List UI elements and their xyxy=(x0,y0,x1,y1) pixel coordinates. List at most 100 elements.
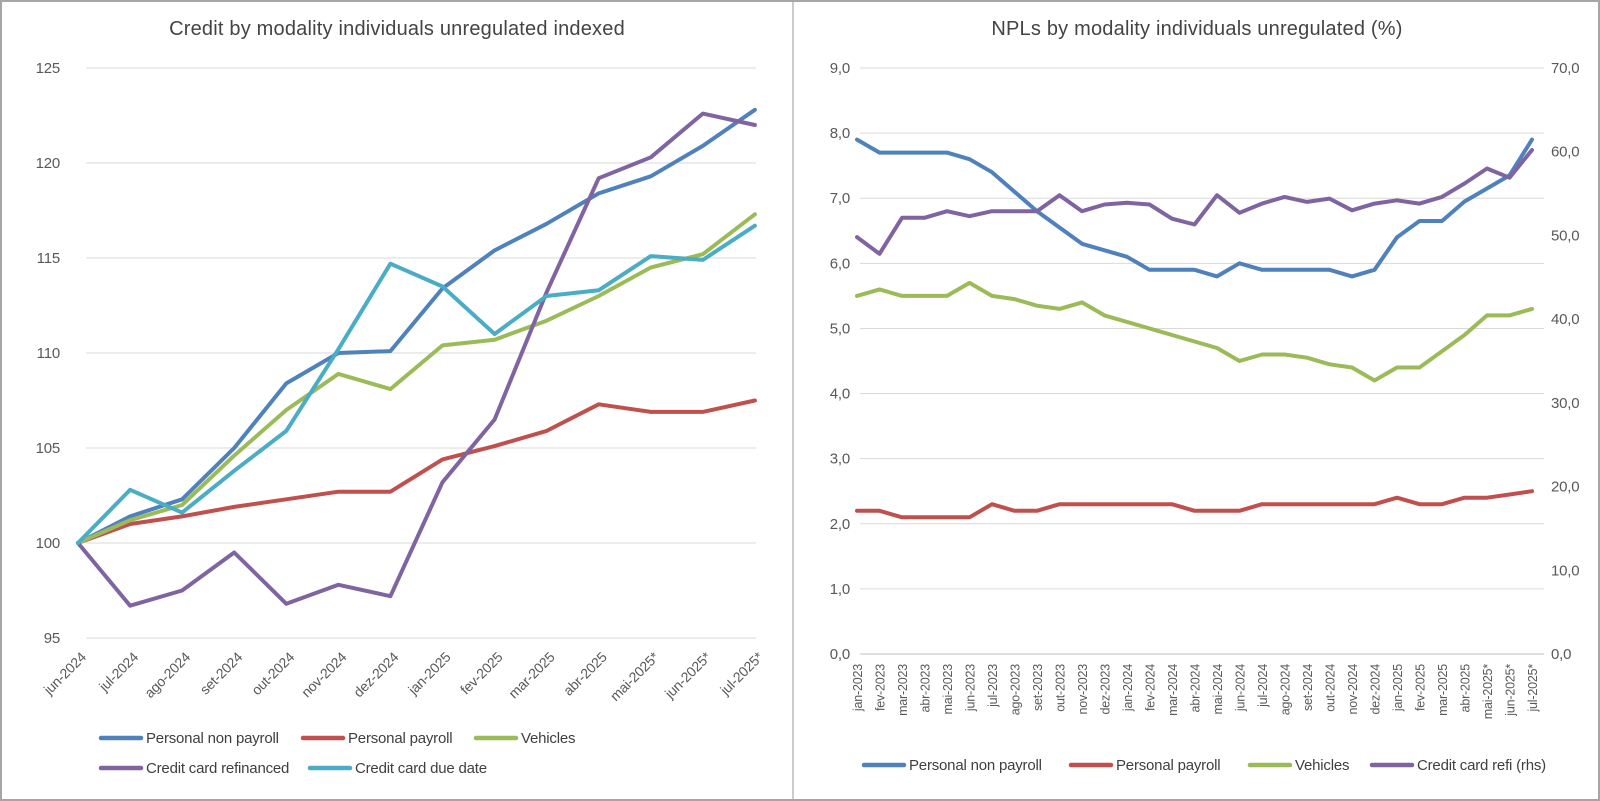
legend-item-vehicles: Vehicles xyxy=(473,730,575,747)
legend-item-credit-card-refinanced: Credit card refinanced xyxy=(98,760,289,777)
x-axis-tick-label: jan-2023 xyxy=(851,664,865,712)
series-line-credit-card-due-date xyxy=(76,223,757,545)
y-axis-right-tick-label: 0,0 xyxy=(1551,646,1571,663)
x-axis-tick-label: jan-2025 xyxy=(1391,664,1405,712)
y-axis-tick-label: 3,0 xyxy=(830,451,850,468)
y-axis-tick-label: 5,0 xyxy=(830,320,850,337)
y-axis-tick-label: 105 xyxy=(36,440,60,457)
series-line-vehicles xyxy=(855,280,1534,383)
series-line-personal-payroll xyxy=(76,398,757,545)
x-axis-tick-label: out-2024 xyxy=(248,649,298,699)
x-axis-tick-label: nov-2023 xyxy=(1076,664,1090,715)
x-axis-tick-label: jun-2025* xyxy=(661,648,715,702)
series-line-vehicles xyxy=(76,212,757,545)
y-axis-tick-label: 95 xyxy=(44,630,60,647)
x-axis-tick-label: mar-2025 xyxy=(1436,664,1450,716)
series-line-personal-payroll xyxy=(855,489,1534,520)
legend-label: Credit card refi (rhs) xyxy=(1417,757,1546,774)
x-axis-tick-label: dez-2024 xyxy=(1369,664,1383,715)
x-axis-tick-label: dez-2023 xyxy=(1099,664,1113,715)
x-axis-tick-label: set-2024 xyxy=(1301,664,1315,711)
x-axis-tick-label: mar-2025 xyxy=(505,649,558,702)
legend-item-personal-non-payroll: Personal non payroll xyxy=(98,730,279,747)
legend-item-personal-payroll: Personal payroll xyxy=(1068,757,1221,774)
x-axis-tick-label: jun-2025* xyxy=(1504,664,1518,717)
legend-item-personal-non-payroll: Personal non payroll xyxy=(861,757,1042,774)
legend-label: Credit card refinanced xyxy=(146,760,289,777)
series-line-credit-card-refi-rhs xyxy=(855,148,1534,256)
x-axis-tick-label: abr-2024 xyxy=(1189,664,1203,713)
legend-item-credit-card-due-date: Credit card due date xyxy=(307,760,487,777)
x-axis-tick-label: mai-2024 xyxy=(1211,664,1225,715)
legend-label: Personal payroll xyxy=(1116,757,1220,774)
y-axis-tick-label: 6,0 xyxy=(830,255,850,272)
y-axis-right-tick-label: 60,0 xyxy=(1551,144,1579,161)
legend-label: Vehicles xyxy=(1295,757,1349,774)
y-axis-tick-label: 115 xyxy=(37,250,60,267)
x-axis-tick-label: mar-2023 xyxy=(896,664,910,716)
left-chart-title: Credit by modality individuals unregulat… xyxy=(169,18,625,40)
series-line-credit-card-refinanced xyxy=(76,111,757,608)
series-line-personal-non-payroll xyxy=(76,107,757,545)
right-chart-panel: NPLs by modality individuals unregulated… xyxy=(794,2,1598,799)
x-axis-tick-label: dez-2024 xyxy=(350,649,402,701)
y-axis-right-tick-label: 10,0 xyxy=(1551,562,1579,579)
legend-label: Credit card due date xyxy=(355,760,487,777)
x-axis-tick-label: ago-2024 xyxy=(1279,664,1293,715)
series-line-personal-non-payroll xyxy=(855,137,1534,279)
y-axis-tick-label: 110 xyxy=(37,345,60,362)
y-axis-tick-label: 120 xyxy=(36,155,60,172)
x-axis-tick-label: jul-2023 xyxy=(986,664,1000,708)
x-axis-tick-label: jul-2025* xyxy=(716,648,766,698)
y-axis-right-tick-label: 30,0 xyxy=(1551,395,1579,412)
x-axis-tick-label: abr-2023 xyxy=(919,664,933,713)
y-axis-right-tick-label: 40,0 xyxy=(1551,311,1579,328)
y-axis-right-tick-label: 70,0 xyxy=(1551,60,1579,77)
y-axis-tick-label: 4,0 xyxy=(830,386,850,403)
x-axis-tick-label: jul-2024 xyxy=(95,649,141,695)
x-axis-tick-label: jan-2024 xyxy=(1121,664,1135,712)
left-chart-canvas: 125 120 115 110 105 100 95 jun-2024 jul-2024 ago-… xyxy=(36,60,767,777)
legend-item-credit-card-refi-rhs: Credit card refi (rhs) xyxy=(1369,757,1546,774)
y-axis-tick-label: 1,0 xyxy=(830,581,850,598)
legend-item-vehicles: Vehicles xyxy=(1247,757,1349,774)
y-axis-tick-label: 0,0 xyxy=(830,646,850,663)
y-axis-tick-label: 7,0 xyxy=(830,190,850,207)
x-axis-tick-label: ago-2023 xyxy=(1009,664,1023,715)
x-axis-tick-label: nov-2024 xyxy=(1346,664,1360,715)
x-axis-tick-label: mai-2025* xyxy=(607,648,663,704)
x-axis-tick-label: set-2023 xyxy=(1031,664,1045,711)
x-axis-tick-label: fev-2025 xyxy=(1414,664,1428,711)
x-axis-tick-label: ago-2024 xyxy=(141,649,193,701)
x-axis-tick-label: nov-2024 xyxy=(298,649,350,701)
legend-label: Personal non payroll xyxy=(146,730,279,747)
y-axis-tick-label: 2,0 xyxy=(830,516,850,533)
x-axis-tick-label: fev-2024 xyxy=(1144,664,1158,711)
right-chart-canvas: 9,0 8,0 7,0 6,0 5,0 4,0 3,0 2,0 1,0 0,0 70,0 60,0 50… xyxy=(830,60,1580,774)
x-axis-tick-label: fev-2025 xyxy=(457,649,506,698)
legend-item-personal-payroll: Personal payroll xyxy=(300,730,453,747)
x-axis-tick-label: mai-2025* xyxy=(1481,664,1495,720)
legend-label: Vehicles xyxy=(521,730,575,747)
panel-divider xyxy=(792,2,794,799)
x-axis-tick-label: out-2024 xyxy=(1324,664,1338,712)
y-axis-tick-label: 9,0 xyxy=(830,60,850,77)
x-axis-tick-label: abr-2025 xyxy=(560,649,610,699)
x-axis-tick-label: jan-2025 xyxy=(404,649,454,699)
y-axis-tick-label: 125 xyxy=(36,60,60,77)
x-axis-tick-label: jun-2024 xyxy=(40,649,90,699)
legend-label: Personal non payroll xyxy=(909,757,1042,774)
y-axis-tick-label: 100 xyxy=(36,535,60,552)
x-axis-tick-label: set-2024 xyxy=(197,649,246,698)
x-axis-tick-label: jul-2024 xyxy=(1256,664,1270,708)
x-axis-tick-label: mar-2024 xyxy=(1166,664,1180,716)
x-axis-tick-label: jun-2023 xyxy=(964,664,978,712)
x-axis-tick-label: out-2023 xyxy=(1054,664,1068,712)
x-axis-tick-label: jul-2025* xyxy=(1526,664,1540,713)
y-axis-tick-label: 8,0 xyxy=(830,125,850,142)
x-axis-tick-label: jun-2024 xyxy=(1234,664,1248,712)
x-axis-tick-label: abr-2025 xyxy=(1459,664,1473,713)
right-chart-title: NPLs by modality individuals unregulated… xyxy=(991,18,1403,40)
x-axis-tick-label: fev-2023 xyxy=(874,664,888,711)
